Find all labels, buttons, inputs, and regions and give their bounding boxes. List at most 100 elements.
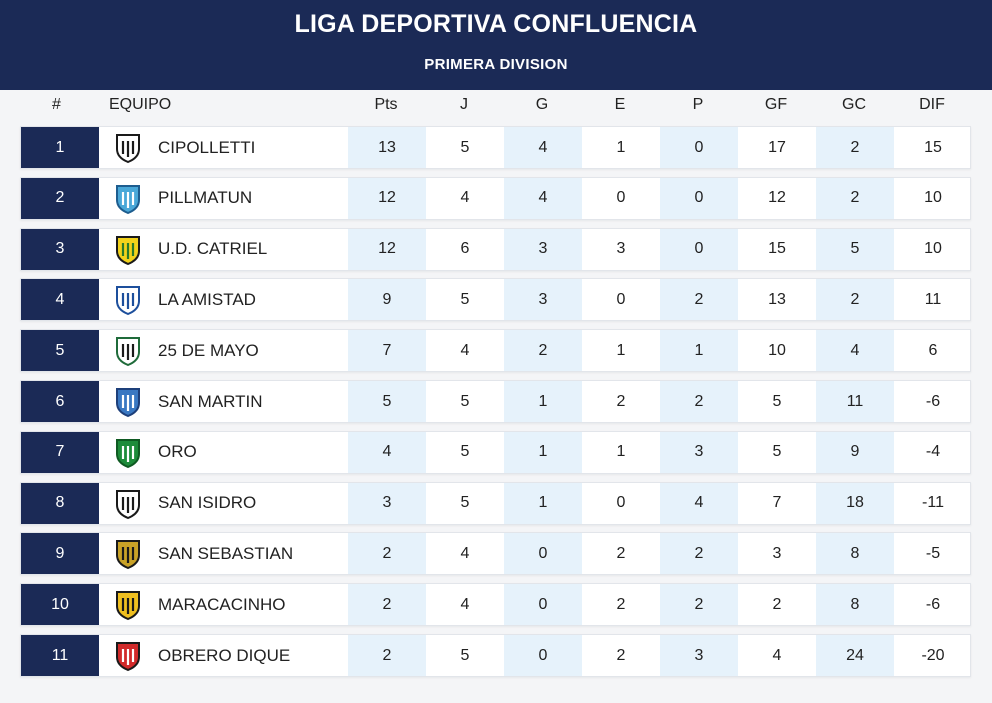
team-name: SAN SEBASTIAN — [158, 543, 294, 563]
table-row: 2 PILLMATUN 12 4 4 0 0 12 2 10 — [20, 176, 971, 220]
stat-cell-gc: 8 — [816, 584, 894, 626]
stat-cell-j: 5 — [460, 392, 470, 410]
stat-cell-gf: 15 — [768, 240, 786, 258]
stat-cell-pts: 13 — [348, 127, 426, 168]
stat-cell-gf: 7 — [772, 494, 782, 512]
stat-cell-gc: 24 — [816, 635, 894, 676]
table-row: 9 SAN SEBASTIAN 2 4 0 2 2 3 8 -5 — [20, 532, 971, 576]
column-header-e: E — [614, 96, 626, 113]
stat-cell-g: 3 — [504, 228, 582, 270]
la-amistad-crest-icon — [112, 284, 144, 316]
column-header-dif: DIF — [919, 96, 945, 113]
stat-cell-dif: -6 — [925, 595, 941, 613]
stat-cell-j: 4 — [460, 544, 470, 562]
stat-cell-j: 5 — [460, 494, 470, 512]
stat-cell-pts: 7 — [348, 330, 426, 372]
25-de-mayo-crest-icon — [112, 335, 144, 367]
column-header-pts: Pts — [374, 96, 398, 113]
stat-cell-gf: 2 — [772, 595, 782, 613]
stat-cell-g: 1 — [504, 381, 582, 422]
stat-cell-e: 1 — [616, 138, 626, 156]
table-row: 1 CIPOLLETTI 13 5 4 1 0 17 2 15 — [20, 126, 971, 169]
position-cell: 9 — [21, 533, 99, 575]
stat-cell-gc: 5 — [816, 228, 894, 270]
stat-cell-pts: 5 — [348, 381, 426, 422]
stat-cell-dif: 15 — [924, 138, 942, 156]
stat-cell-p: 2 — [660, 381, 738, 422]
stat-cell-g: 4 — [504, 127, 582, 168]
ud-catriel-crest-icon — [112, 234, 144, 266]
stat-cell-dif: -20 — [921, 646, 945, 664]
table-row: 4 LA AMISTAD 9 5 3 0 2 13 2 11 — [20, 278, 971, 322]
stat-cell-e: 2 — [616, 646, 626, 664]
position-cell: 2 — [21, 177, 99, 219]
obrero-dique-crest-icon — [112, 640, 144, 672]
position-cell: 8 — [21, 482, 99, 524]
cipolletti-crest-icon — [112, 132, 144, 164]
stat-cell-dif: 11 — [924, 290, 942, 308]
stat-cell-pts: 12 — [348, 228, 426, 270]
column-header-gf: GF — [764, 96, 788, 113]
stat-cell-pts: 12 — [348, 177, 426, 219]
stat-cell-gc: 11 — [816, 381, 894, 422]
stat-cell-gf: 12 — [768, 189, 786, 207]
team-name: SAN ISIDRO — [158, 493, 257, 513]
stat-cell-gf: 5 — [772, 443, 782, 461]
stat-cell-g: 3 — [504, 279, 582, 321]
position-cell: 3 — [21, 228, 99, 270]
stat-cell-g: 0 — [504, 533, 582, 575]
division-subtitle: PRIMERA DIVISION — [424, 56, 568, 73]
stat-cell-p: 3 — [660, 431, 738, 473]
stat-cell-g: 0 — [504, 635, 582, 676]
stat-cell-gf: 10 — [768, 341, 786, 359]
stat-cell-g: 1 — [504, 482, 582, 524]
stat-cell-gc: 18 — [816, 482, 894, 524]
stat-cell-e: 1 — [616, 443, 626, 461]
stat-cell-pts: 2 — [348, 635, 426, 676]
stat-cell-p: 2 — [660, 533, 738, 575]
stat-cell-gf: 13 — [768, 290, 786, 308]
position-cell: 1 — [21, 127, 99, 168]
table-row: 3 U.D. CATRIEL 12 6 3 3 0 15 5 10 — [20, 227, 971, 271]
stat-cell-e: 0 — [616, 494, 626, 512]
stat-cell-g: 4 — [504, 177, 582, 219]
table-row: 10 MARACACINHO 2 4 0 2 2 2 8 -6 — [20, 583, 971, 627]
stat-cell-p: 4 — [660, 482, 738, 524]
stat-cell-pts: 3 — [348, 482, 426, 524]
stat-cell-gc: 2 — [816, 177, 894, 219]
stat-cell-dif: 10 — [924, 240, 942, 258]
column-header-p: P — [692, 96, 704, 113]
page-header: LIGA DEPORTIVA CONFLUENCIA PRIMERA DIVIS… — [0, 0, 992, 90]
page-title: LIGA DEPORTIVA CONFLUENCIA — [294, 10, 698, 38]
stat-cell-gf: 17 — [768, 138, 786, 156]
stat-cell-g: 0 — [504, 584, 582, 626]
oro-crest-icon — [112, 437, 144, 469]
stat-cell-p: 1 — [660, 330, 738, 372]
stat-cell-e: 2 — [616, 595, 626, 613]
stat-cell-p: 3 — [660, 635, 738, 676]
stat-cell-j: 5 — [460, 443, 470, 461]
stat-cell-pts: 9 — [348, 279, 426, 321]
stat-cell-dif: -11 — [922, 494, 944, 512]
table-row: 7 ORO 4 5 1 1 3 5 9 -4 — [20, 430, 971, 474]
pillmatun-crest-icon — [112, 183, 144, 215]
column-header-team: EQUIPO — [109, 96, 172, 113]
team-name: OBRERO DIQUE — [158, 645, 291, 665]
position-cell: 4 — [21, 279, 99, 321]
stat-cell-gc: 4 — [816, 330, 894, 372]
team-name: SAN MARTIN — [158, 391, 263, 411]
team-name: 25 DE MAYO — [158, 340, 259, 360]
stat-cell-g: 2 — [504, 330, 582, 372]
stat-cell-gf: 4 — [772, 646, 782, 664]
team-name: MARACACINHO — [158, 594, 286, 614]
stat-cell-p: 2 — [660, 584, 738, 626]
san-sebastian-crest-icon — [112, 538, 144, 570]
stat-cell-p: 2 — [660, 279, 738, 321]
column-header-pos: # — [52, 96, 61, 113]
team-name: CIPOLLETTI — [158, 137, 256, 157]
stat-cell-pts: 2 — [348, 584, 426, 626]
stat-cell-gf: 5 — [772, 392, 782, 410]
san-martin-crest-icon — [112, 386, 144, 418]
stat-cell-p: 0 — [660, 127, 738, 168]
stat-cell-gc: 9 — [816, 431, 894, 473]
